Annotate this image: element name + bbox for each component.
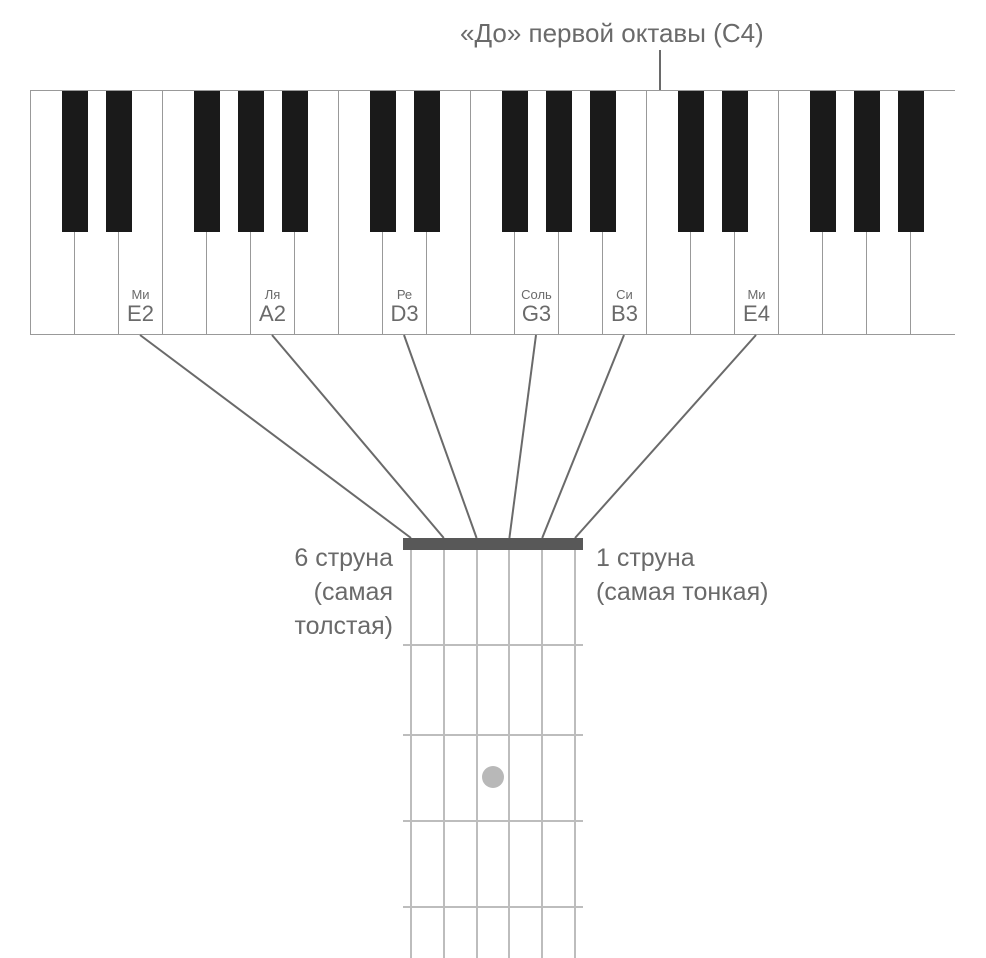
key-label: МиE4: [735, 288, 778, 326]
string1-title: 1 струна: [596, 544, 695, 572]
key-label-ru: Ми: [119, 288, 162, 302]
key-label-en: A2: [251, 302, 294, 326]
guitar-string: [410, 550, 412, 958]
key-label-en: E4: [735, 302, 778, 326]
key-label-ru: Си: [603, 288, 646, 302]
black-key: [678, 91, 704, 232]
guitar-nut: [403, 538, 583, 550]
black-key: [722, 91, 748, 232]
key-label: СольG3: [515, 288, 558, 326]
black-key: [414, 91, 440, 232]
key-label-ru: Соль: [515, 288, 558, 302]
black-key: [590, 91, 616, 232]
fret: [403, 644, 583, 646]
black-key: [62, 91, 88, 232]
guitar-neck: [403, 538, 583, 958]
string6-sub: (самая толстая): [294, 578, 393, 640]
guitar-string: [508, 550, 510, 958]
black-key: [282, 91, 308, 232]
black-key: [106, 91, 132, 232]
black-key: [238, 91, 264, 232]
key-label-en: D3: [383, 302, 426, 326]
key-label-en: G3: [515, 302, 558, 326]
fret: [403, 906, 583, 908]
key-label: РеD3: [383, 288, 426, 326]
black-key: [502, 91, 528, 232]
black-key: [194, 91, 220, 232]
string6-title: 6 струна: [294, 544, 393, 572]
key-label: МиE2: [119, 288, 162, 326]
string6-label: 6 струна (самая толстая): [213, 542, 393, 643]
black-key: [810, 91, 836, 232]
fret-marker-dot: [482, 766, 504, 788]
black-key: [854, 91, 880, 232]
fret: [403, 734, 583, 736]
key-label: СиB3: [603, 288, 646, 326]
black-key: [370, 91, 396, 232]
key-label-ru: Ля: [251, 288, 294, 302]
string1-label: 1 струна (самая тонкая): [596, 542, 816, 610]
black-key: [898, 91, 924, 232]
key-label: ЛяA2: [251, 288, 294, 326]
guitar-string: [476, 550, 478, 958]
key-label-ru: Ре: [383, 288, 426, 302]
black-key: [546, 91, 572, 232]
key-label-ru: Ми: [735, 288, 778, 302]
string1-sub: (самая тонкая): [596, 578, 768, 606]
fret: [403, 820, 583, 822]
key-label-en: B3: [603, 302, 646, 326]
guitar-string: [574, 550, 576, 958]
guitar-string: [443, 550, 445, 958]
key-label-en: E2: [119, 302, 162, 326]
piano-keyboard: МиE2ЛяA2РеD3СольG3СиB3МиE4: [30, 90, 955, 335]
guitar-string: [541, 550, 543, 958]
